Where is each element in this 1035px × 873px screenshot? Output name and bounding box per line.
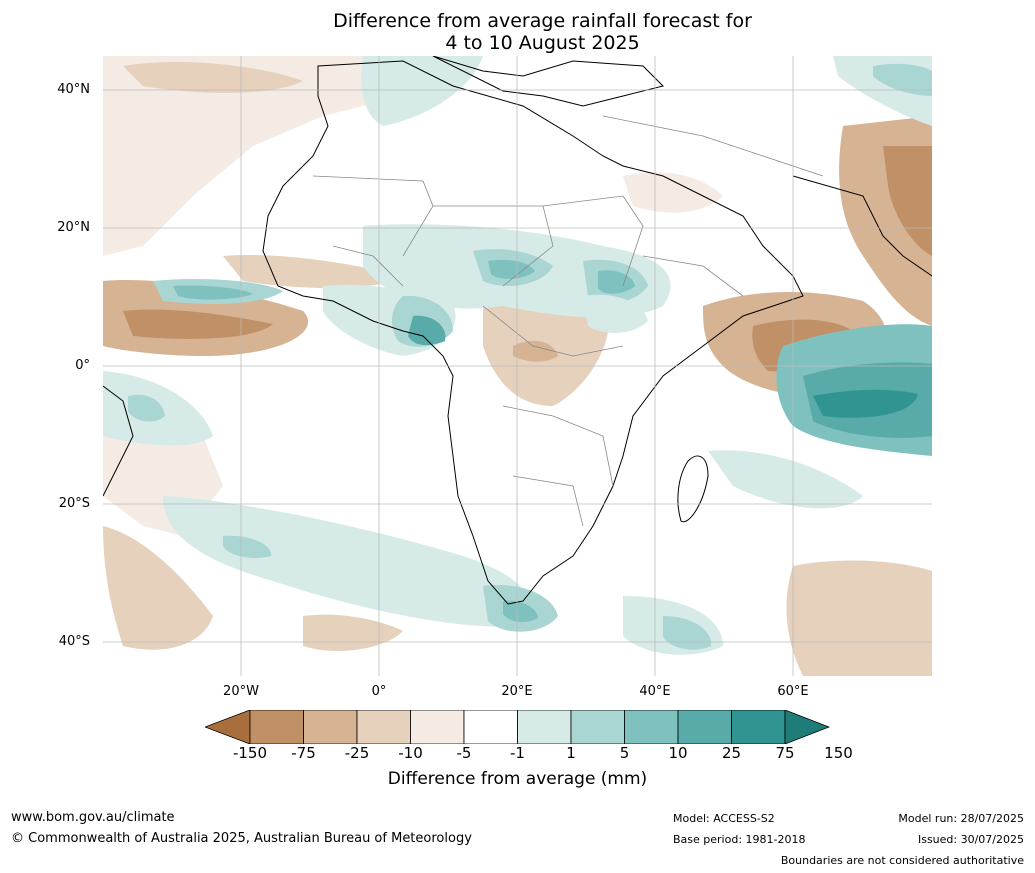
- colorbar-segment: [249, 710, 304, 744]
- footer-copyright: © Commonwealth of Australia 2025, Austra…: [11, 831, 472, 846]
- map-title: Difference from average rainfall forecas…: [0, 10, 1035, 54]
- lat-label-0: 0°: [75, 358, 90, 373]
- footer-issued: Issued: 30/07/2025: [917, 833, 1024, 846]
- footer-model-run: Model run: 28/07/2025: [898, 812, 1024, 825]
- colorbar-extend-high: [784, 710, 830, 744]
- colorbar-tick-label: 75: [775, 744, 795, 762]
- footer-base-period: Base period: 1981-2018: [673, 833, 806, 846]
- colorbar: [205, 710, 830, 744]
- colorbar-tick-label: -5: [456, 744, 472, 762]
- colorbar-tick-label: -75: [291, 744, 316, 762]
- lat-label-20s: 20°S: [58, 496, 90, 511]
- lat-label-20n: 20°N: [57, 220, 90, 235]
- colorbar-tick-label: -25: [344, 744, 370, 762]
- rainfall-anomaly-map: [103, 56, 932, 676]
- wet-anomaly-regions: [103, 56, 932, 655]
- colorbar-segment: [731, 710, 786, 744]
- colorbar-segment: [356, 710, 411, 744]
- colorbar-segment: [517, 710, 572, 744]
- colorbar-tick-label: -150: [232, 744, 268, 762]
- lat-label-40s: 40°S: [58, 634, 90, 649]
- colorbar-segment: [570, 710, 625, 744]
- colorbar-segment: [463, 710, 518, 744]
- colorbar-segment: [677, 710, 732, 744]
- footer-model: Model: ACCESS-S2: [673, 812, 775, 825]
- lon-label-40e: 40°E: [639, 684, 671, 699]
- colorbar-tick-label: 1: [566, 744, 576, 762]
- colorbar-tick-label: 10: [668, 744, 688, 762]
- lon-label-20e: 20°E: [501, 684, 533, 699]
- colorbar-segment: [624, 710, 679, 744]
- colorbar-tick-label: -10: [398, 744, 423, 762]
- title-line-1: Difference from average rainfall forecas…: [333, 10, 752, 32]
- lon-label-20w: 20°W: [223, 684, 259, 699]
- colorbar-tick-label: 25: [721, 744, 742, 762]
- colorbar-label: Difference from average (mm): [387, 769, 648, 789]
- country-borders: [312, 115, 824, 527]
- footer-boundaries-note: Boundaries are not considered authoritat…: [780, 854, 1024, 867]
- colorbar-tick-label: 5: [619, 744, 630, 762]
- lat-label-40n: 40°N: [57, 82, 90, 97]
- title-line-2: 4 to 10 August 2025: [445, 32, 640, 54]
- colorbar-segment: [303, 710, 358, 744]
- coastlines: [103, 56, 932, 605]
- colorbar-tick-label: 150: [824, 744, 853, 762]
- colorbar-tick-label: -1: [510, 744, 525, 762]
- lon-label-60e: 60°E: [777, 684, 809, 699]
- lon-label-0: 0°: [371, 684, 387, 699]
- map-canvas: [103, 56, 932, 676]
- colorbar-segment: [410, 710, 465, 744]
- footer-website: www.bom.gov.au/climate: [11, 810, 175, 825]
- graticule: [103, 56, 932, 676]
- colorbar-extend-low: [205, 710, 251, 744]
